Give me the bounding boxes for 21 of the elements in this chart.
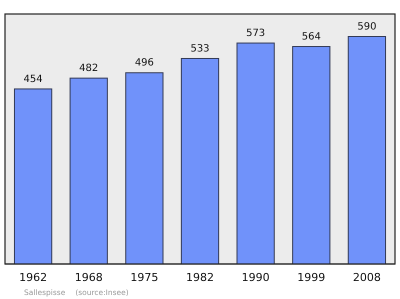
bar: [14, 88, 52, 264]
bar: [348, 36, 386, 264]
bar: [292, 46, 330, 264]
bar: [180, 58, 220, 264]
x-tick-label: 1999: [297, 270, 326, 284]
x-tick-label: 1968: [74, 270, 103, 284]
x-tick-label: 1982: [186, 270, 214, 284]
data-label: 533: [190, 43, 210, 54]
bar: [236, 42, 275, 264]
data-label: 482: [79, 63, 98, 74]
data-label: 454: [24, 74, 43, 85]
x-tick-label: 1990: [242, 270, 270, 284]
data-label: 590: [357, 22, 376, 32]
bar: [125, 72, 164, 264]
bar: [70, 78, 108, 264]
x-tick-label: 1975: [130, 270, 158, 284]
x-tick-label: 1962: [19, 270, 48, 284]
x-tick-label: 2008: [352, 270, 381, 284]
data-label: 564: [302, 32, 321, 43]
data-label: 573: [246, 28, 266, 40]
data-label: 496: [134, 58, 154, 69]
